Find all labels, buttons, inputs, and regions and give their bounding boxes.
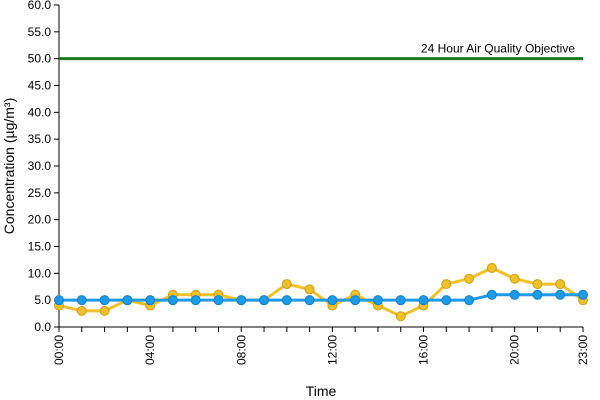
y-tick-label: 50.0 (28, 52, 52, 66)
x-tick-label: 20:00 (508, 335, 522, 365)
data-point (99, 305, 110, 316)
y-tick-label: 40.0 (28, 105, 52, 119)
data-point (486, 289, 497, 300)
data-point (259, 295, 270, 306)
x-tick-label: 04:00 (143, 335, 157, 365)
y-tick-label: 15.0 (28, 240, 52, 254)
data-point (532, 279, 543, 290)
data-point (441, 279, 452, 290)
data-point (122, 295, 133, 306)
data-point (281, 279, 292, 290)
data-point (327, 295, 338, 306)
data-point (236, 295, 247, 306)
series-1 (54, 262, 588, 322)
reference-line-group: 24 Hour Air Quality Objective (59, 42, 583, 61)
x-tick-label: 16:00 (417, 335, 431, 365)
data-point (555, 289, 566, 300)
x-tick-label: 23:00 (576, 335, 590, 365)
data-point (213, 295, 224, 306)
data-point (532, 289, 543, 300)
data-point (76, 305, 87, 316)
y-tick-label: 0.0 (34, 320, 51, 334)
y-tick-label: 20.0 (28, 213, 52, 227)
data-point (464, 273, 475, 284)
y-axis-title: Concentration (µg/m³) (1, 98, 17, 234)
data-point (395, 311, 406, 322)
x-tick-label: 00:00 (52, 335, 66, 365)
data-point (54, 295, 64, 306)
x-ticks: 00:00 04:00 08:00 12:00 16:00 20:00 23:00 (52, 327, 590, 365)
data-point (145, 295, 156, 306)
data-point (486, 262, 497, 273)
data-point (578, 289, 588, 300)
y-tick-label: 35.0 (28, 132, 52, 146)
data-point (555, 279, 566, 290)
data-point (418, 295, 429, 306)
y-ticks: 0.0 5.0 10.0 15.0 20.0 25.0 30.0 35.0 40.0 45.0 50… (28, 0, 59, 334)
data-point (304, 295, 315, 306)
y-tick-label: 10.0 (28, 266, 52, 280)
data-point (372, 295, 383, 306)
data-point (350, 295, 361, 306)
data-point (76, 295, 87, 306)
y-tick-label: 55.0 (28, 25, 52, 39)
series-2 (54, 289, 588, 306)
x-tick-label: 08:00 (234, 335, 248, 365)
data-point (509, 273, 520, 284)
y-tick-label: 30.0 (28, 159, 52, 173)
data-point (441, 295, 452, 306)
series-group (54, 262, 588, 322)
data-point (304, 284, 315, 295)
objective-label: 24 Hour Air Quality Objective (421, 42, 575, 56)
y-tick-label: 5.0 (34, 293, 51, 307)
data-point (281, 295, 292, 306)
y-tick-label: 45.0 (28, 79, 52, 93)
y-tick-label: 60.0 (28, 0, 52, 12)
data-point (509, 289, 520, 300)
data-point (395, 295, 406, 306)
data-point (190, 295, 201, 306)
series-line (58, 266, 584, 318)
x-tick-label: 12:00 (325, 335, 339, 365)
data-point (99, 295, 110, 306)
y-tick-label: 25.0 (28, 186, 52, 200)
x-axis-title: Time (306, 383, 337, 399)
data-point (464, 295, 475, 306)
data-point (167, 295, 178, 306)
